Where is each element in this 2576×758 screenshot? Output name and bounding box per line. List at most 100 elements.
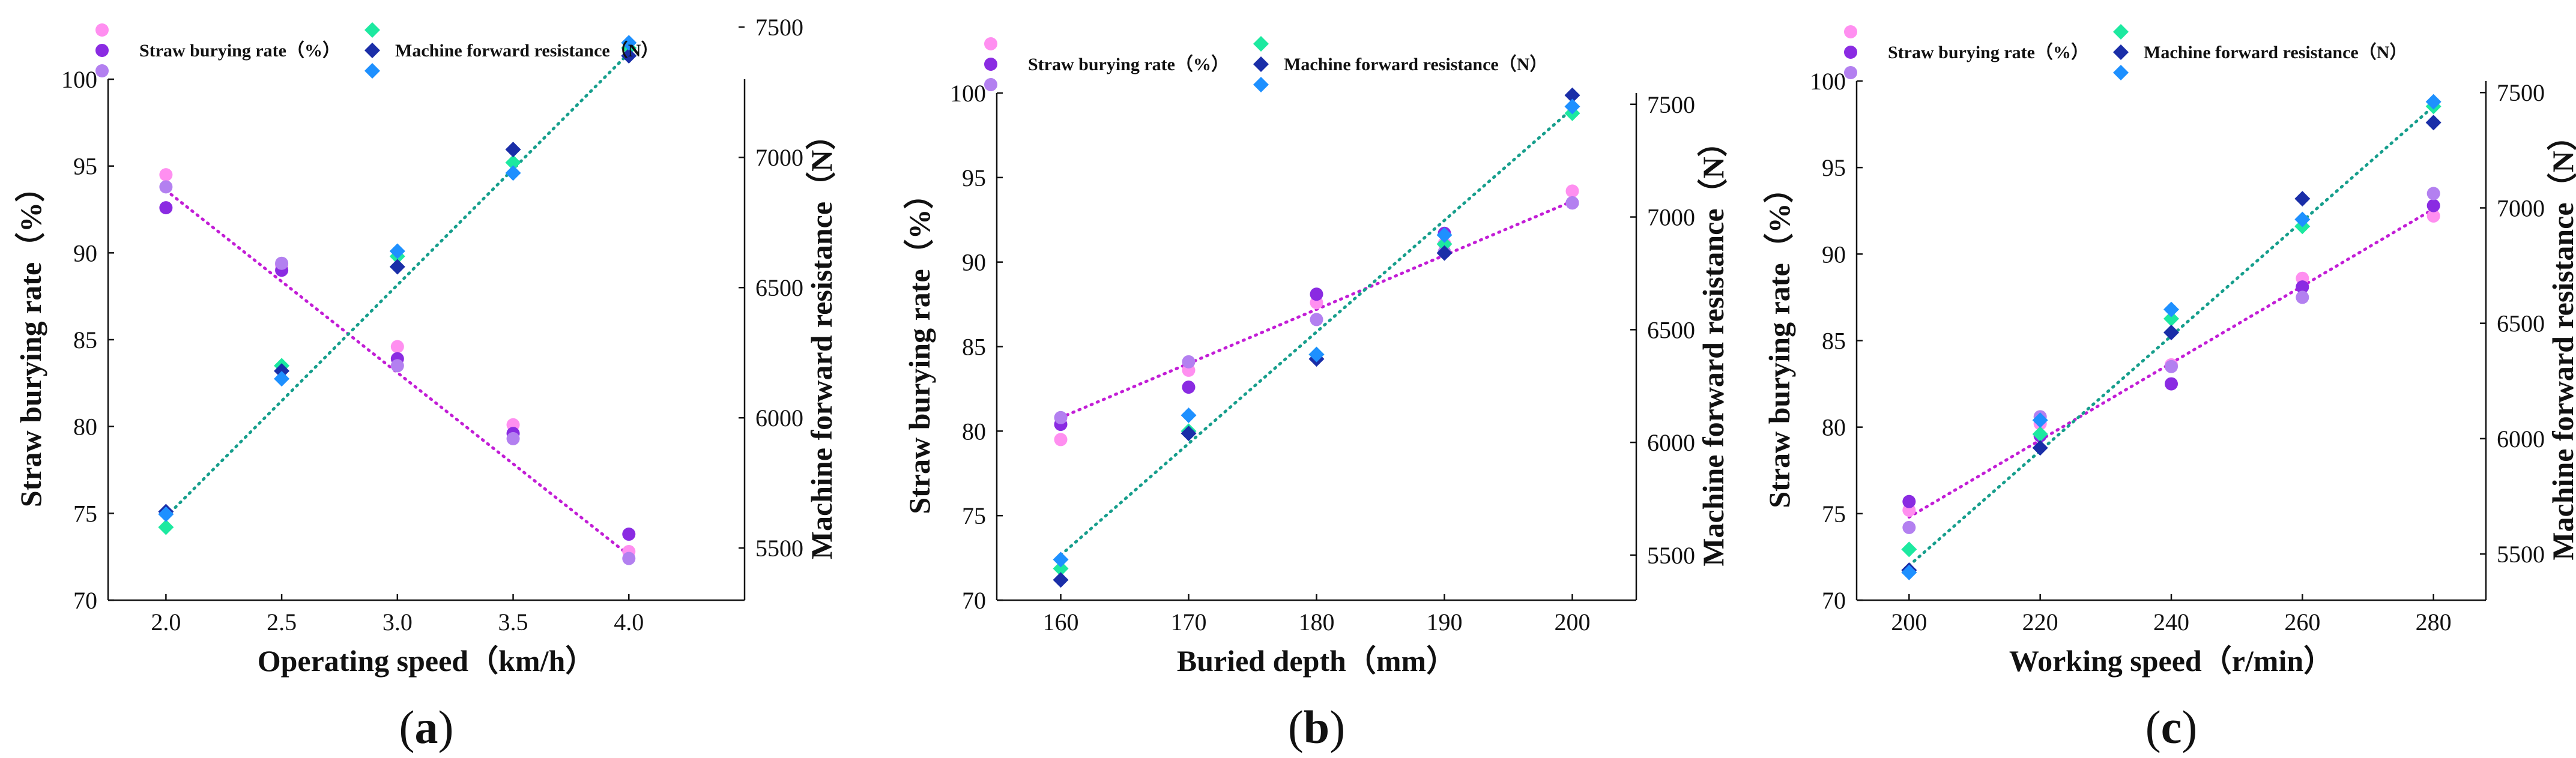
x-tick-label: 240 — [2153, 609, 2189, 636]
legend-label-burying-rate: Straw burying rate（%） — [139, 40, 340, 61]
x-tick-label: 3.5 — [498, 609, 528, 636]
data-point-resistance — [1053, 552, 1069, 568]
legend-marker-resistance — [2113, 44, 2129, 60]
data-point-resistance — [158, 506, 174, 522]
data-point-resistance — [274, 363, 290, 379]
data-point-resistance — [2294, 211, 2311, 227]
data-point-resistance — [2032, 440, 2048, 456]
chart-panel-c: 70 75 80 85 90 95 100 5500 6000 6500 7000 7500 200 22… — [1762, 24, 2576, 753]
left-y-tick-label: 95 — [962, 164, 986, 191]
chart-panel-a: 70 75 80 85 90 95 100 5500 6000 6500 7000 7500 2.0 2.… — [14, 14, 838, 753]
legend-marker-burying-rate — [95, 44, 109, 57]
data-point-resistance — [2163, 301, 2179, 317]
x-tick-label: 280 — [2416, 609, 2452, 636]
x-axis-title: Working speed（r/min） — [2009, 644, 2333, 678]
left-y-axis-title: Straw burying rate（%） — [14, 172, 47, 507]
left-y-tick-label: 95 — [73, 153, 97, 180]
data-point-burying-rate — [506, 432, 520, 445]
legend-label-resistance: Machine forward resistance（N） — [395, 40, 659, 61]
data-point-burying-rate — [159, 168, 173, 182]
data-point-resistance — [2294, 191, 2311, 207]
x-tick-label: 160 — [1043, 609, 1079, 636]
trendline-resistance — [1059, 107, 1574, 557]
right-y-tick-label: 5500 — [755, 535, 803, 562]
legend-marker-resistance — [364, 22, 380, 38]
left-y-tick-label: 100 — [1810, 68, 1846, 95]
data-point-burying-rate — [2165, 359, 2178, 373]
right-y-axis-title: Machine forward resistance（N） — [805, 120, 838, 559]
x-tick-label: 170 — [1171, 609, 1207, 636]
data-point-burying-rate — [622, 552, 636, 565]
x-tick-label: 2.5 — [267, 609, 297, 636]
x-tick-label: 200 — [1891, 609, 1927, 636]
data-point-burying-rate — [2296, 280, 2309, 294]
data-point-resistance — [274, 371, 290, 387]
x-tick-label: 220 — [2022, 609, 2058, 636]
data-point-burying-rate — [390, 340, 404, 353]
right-y-tick-label: 6000 — [1647, 429, 1695, 456]
data-point-resistance — [1564, 98, 1580, 115]
data-point-resistance — [505, 142, 521, 158]
data-point-burying-rate — [2426, 199, 2440, 212]
legend-marker-burying-rate — [984, 58, 997, 71]
right-y-tick-label: 7000 — [755, 144, 803, 171]
data-point-resistance — [1053, 572, 1069, 588]
chart-panel-b: 70 75 80 85 90 95 100 5500 6000 6500 7000 7500 160 17… — [903, 36, 1730, 753]
legend-marker-burying-rate — [984, 78, 997, 91]
right-y-tick-label: 7500 — [2497, 79, 2545, 106]
data-point-resistance — [621, 35, 637, 51]
data-point-burying-rate — [2165, 377, 2178, 391]
legend-marker-burying-rate — [984, 37, 997, 50]
panel-label-letter: b — [1304, 701, 1329, 753]
legend-label-burying-rate: Straw burying rate（%） — [1888, 42, 2089, 62]
legend-marker-burying-rate — [1844, 46, 1857, 59]
data-point-burying-rate — [622, 528, 636, 541]
left-y-tick-label: 90 — [1822, 241, 1846, 268]
data-point-resistance — [389, 243, 405, 259]
x-tick-label: 4.0 — [614, 609, 644, 636]
x-axis-title: Buried depth（mm） — [1177, 644, 1456, 678]
x-tick-label: 260 — [2284, 609, 2320, 636]
data-point-resistance — [2032, 412, 2048, 429]
data-point-resistance — [1053, 561, 1069, 577]
data-point-resistance — [2425, 115, 2441, 131]
data-point-resistance — [2032, 426, 2048, 442]
left-y-axis-title: Straw burying rate（%） — [1762, 173, 1796, 508]
data-point-burying-rate — [1902, 495, 1916, 508]
data-point-burying-rate — [1310, 287, 1323, 301]
legend-marker-resistance — [2113, 24, 2129, 40]
legend-marker-resistance — [1253, 56, 1269, 72]
data-point-resistance — [1901, 564, 1917, 580]
right-y-axis-title: Machine forward resistance（N） — [1696, 127, 1730, 566]
data-point-resistance — [505, 165, 521, 181]
right-y-tick-label: 7500 — [1647, 91, 1695, 118]
right-y-tick-label: 7000 — [2497, 194, 2545, 221]
left-y-tick-label: 80 — [1822, 414, 1846, 441]
data-point-resistance — [2425, 94, 2441, 110]
legend-marker-resistance — [1253, 77, 1269, 92]
left-y-tick-label: 80 — [73, 414, 97, 441]
data-point-burying-rate — [1902, 520, 1916, 534]
right-y-tick-label: 6500 — [755, 274, 803, 301]
x-tick-label: 3.0 — [382, 609, 413, 636]
legend-marker-burying-rate — [1844, 25, 1857, 38]
data-point-burying-rate — [275, 256, 289, 270]
right-y-tick-label: 7000 — [1647, 204, 1695, 231]
data-point-burying-rate — [1565, 196, 1579, 210]
legend-label-resistance: Machine forward resistance（N） — [2144, 42, 2407, 62]
data-point-resistance — [1901, 541, 1917, 558]
left-y-tick-label: 80 — [962, 418, 986, 445]
data-point-resistance — [1436, 236, 1453, 252]
left-y-tick-label: 90 — [962, 249, 986, 276]
legend-marker-resistance — [364, 63, 380, 79]
x-tick-label: 2.0 — [151, 609, 181, 636]
panel-label-letter: c — [2161, 701, 2182, 753]
left-y-tick-label: 75 — [1822, 501, 1846, 528]
data-point-resistance — [1564, 87, 1580, 103]
data-point-resistance — [158, 519, 174, 535]
legend-marker-burying-rate — [95, 64, 109, 77]
left-y-tick-label: 70 — [1822, 587, 1846, 614]
legend-marker-burying-rate — [1844, 66, 1857, 79]
data-point-burying-rate — [1054, 411, 1068, 424]
data-point-burying-rate — [159, 201, 173, 215]
